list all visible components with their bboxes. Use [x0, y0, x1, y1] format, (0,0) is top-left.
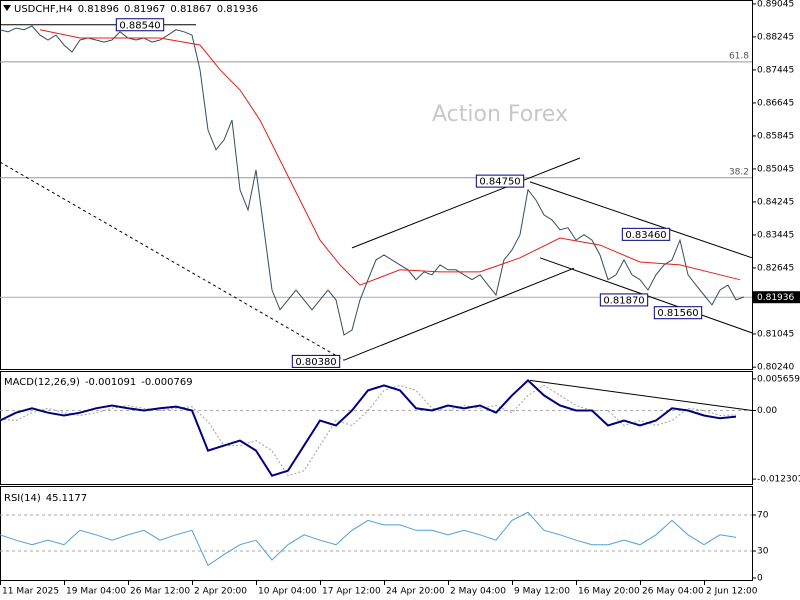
macd-panel — [0, 371, 753, 485]
y-tick-label: 30 — [757, 547, 769, 557]
y-tick-label: 0.86645 — [757, 98, 794, 108]
header-value: 0.81896 — [78, 4, 119, 15]
rsi-panel — [0, 486, 753, 581]
y-tick-label: 0.83445 — [757, 230, 794, 240]
price-label: 0.84750 — [479, 177, 520, 188]
header-value: 0.81867 — [170, 4, 211, 15]
fib-label: 61.8 — [729, 51, 749, 61]
x-tick-label: 2 Apr 20:00 — [194, 587, 247, 597]
y-tick-label: 0.84245 — [757, 197, 794, 207]
price-label: 0.81870 — [603, 295, 644, 306]
series-line — [0, 379, 737, 477]
watermark: Action Forex — [432, 102, 568, 127]
x-tick-label: 10 Apr 04:00 — [258, 587, 317, 597]
trendline — [351, 157, 581, 249]
x-tick-label: 9 May 12:00 — [514, 587, 570, 597]
header-value: 0.81936 — [217, 4, 258, 15]
series-line — [0, 384, 737, 477]
x-tick-label: 26 Mar 12:00 — [130, 587, 190, 597]
price-label-box — [115, 18, 165, 32]
header-value: 45.1177 — [46, 493, 87, 504]
x-tick-label: 2 Jun 12:00 — [706, 587, 758, 597]
header-value: 0.81967 — [124, 4, 165, 15]
fib-label: 38.2 — [729, 167, 749, 177]
trendline — [0, 161, 345, 361]
y-tick-label: 0.005659 — [757, 374, 800, 384]
panel-title: USDCHF,H4 — [14, 4, 73, 15]
series-line — [0, 25, 745, 336]
panel-header: RSI(14) 45.1177 — [4, 493, 87, 504]
price-label-box — [653, 306, 703, 320]
menu-icon — [3, 5, 11, 11]
series-line — [0, 511, 737, 567]
last-price-box — [753, 291, 800, 304]
y-tick-label: -0.012301 — [757, 475, 800, 485]
trendline — [529, 181, 753, 259]
y-tick-label: 0.88245 — [757, 32, 794, 42]
y-tick-label: 0 — [757, 574, 763, 584]
y-tick-label: 0.85045 — [757, 164, 794, 174]
series-line — [39, 29, 741, 286]
trendline — [343, 267, 575, 361]
panel-header: USDCHF,H4 0.81896 0.81967 0.81867 0.81936 — [14, 4, 258, 15]
y-tick-label: 0.81045 — [757, 329, 794, 339]
x-tick-label: 16 May 20:00 — [578, 587, 640, 597]
panel-header: MACD(12,26,9) -0.001091 -0.000769 — [4, 377, 193, 388]
panel-title: RSI(14) — [4, 493, 41, 504]
x-tick-label: 2 May 04:00 — [450, 587, 506, 597]
x-tick-label: 19 Mar 04:00 — [66, 587, 126, 597]
y-tick-label: 0.87445 — [757, 65, 794, 75]
y-tick-label: 0.80240 — [757, 363, 794, 373]
panel-title: MACD(12,26,9) — [4, 377, 80, 388]
x-tick-label: 24 Apr 20:00 — [386, 587, 445, 597]
y-tick-label: 0.85845 — [757, 131, 794, 141]
y-tick-label: 0.00 — [757, 406, 777, 416]
price-label-box — [599, 293, 649, 307]
trendline — [529, 379, 753, 411]
header-value: -0.000769 — [141, 377, 192, 388]
x-tick-label: 26 May 04:00 — [642, 587, 704, 597]
y-tick-label: 70 — [757, 511, 769, 521]
price-label: 0.80380 — [295, 357, 336, 368]
last-price-label: 0.81936 — [757, 293, 794, 303]
price-label-box — [475, 174, 525, 188]
y-tick-label: 0.89045 — [757, 0, 794, 9]
x-tick-label: 11 Mar 2025 — [2, 587, 59, 597]
y-tick-label: 0.82645 — [757, 263, 794, 273]
header-value: -0.001091 — [85, 377, 136, 388]
price-label: 0.81560 — [657, 308, 698, 319]
price-label-box — [291, 354, 341, 368]
price-label: 0.88540 — [119, 20, 160, 31]
main-panel — [0, 0, 753, 370]
price-label: 0.83460 — [625, 230, 666, 241]
x-tick-label: 17 Apr 12:00 — [322, 587, 381, 597]
price-label-box — [621, 227, 671, 241]
